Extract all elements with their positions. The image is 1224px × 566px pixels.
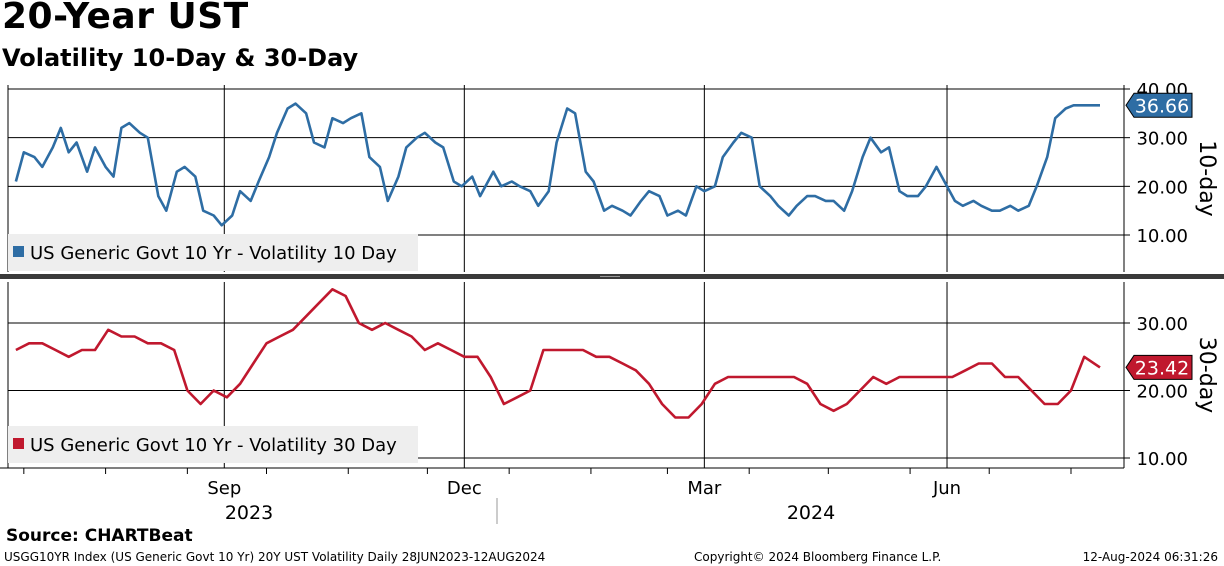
y-tick-label: 30.00 xyxy=(1136,314,1188,335)
x-tick-label: Sep xyxy=(207,478,241,499)
legend-box xyxy=(8,426,418,463)
grid-layer xyxy=(8,85,1124,468)
source-label: Source: CHARTBeat xyxy=(6,526,193,546)
x-year-label: 2023 xyxy=(225,502,273,524)
x-year-label: 2024 xyxy=(787,502,835,524)
chart-title: 20-Year UST xyxy=(2,0,249,37)
y-tick-label: 30.00 xyxy=(1136,129,1188,150)
x-tick-label: Jun xyxy=(932,478,961,499)
legend-label: US Generic Govt 10 Yr - Volatility 30 Da… xyxy=(30,435,397,456)
y-tick-label: 10.00 xyxy=(1136,449,1188,470)
legend: US Generic Govt 10 Yr - Volatility 10 Da… xyxy=(8,234,418,271)
last-value-label: 36.66 xyxy=(1135,95,1189,117)
x-tick-label: Mar xyxy=(687,478,722,499)
last-value-badge xyxy=(1125,92,1193,118)
chart-subtitle: Volatility 10-Day & 30-Day xyxy=(2,44,359,72)
x-tick-label: Dec xyxy=(447,478,482,499)
last-value-flag: 36.66 xyxy=(1125,92,1193,118)
series-line xyxy=(15,287,1101,419)
legend: US Generic Govt 10 Yr - Volatility 30 Da… xyxy=(8,426,418,463)
y-tick-label: 20.00 xyxy=(1136,382,1188,403)
y-axis-title: 10-day xyxy=(1194,140,1219,216)
y-axis-title: 30-day xyxy=(1194,337,1219,413)
ticker-info: USGG10YR Index (US Generic Govt 10 Yr) 2… xyxy=(4,550,546,564)
last-value-label: 23.42 xyxy=(1135,357,1189,379)
series-layer xyxy=(14,102,1101,419)
timestamp-text: 12-Aug-2024 06:31:26 xyxy=(1082,550,1218,564)
y-tick-label: 10.00 xyxy=(1136,226,1188,247)
legend-swatch xyxy=(13,438,24,449)
legend-box xyxy=(8,234,418,271)
legend-swatch xyxy=(13,246,24,257)
last-value-badge xyxy=(1125,354,1193,380)
copyright-text: Copyright© 2024 Bloomberg Finance L.P. xyxy=(694,550,942,564)
legend-label: US Generic Govt 10 Yr - Volatility 10 Da… xyxy=(30,243,397,264)
last-value-flag: 23.42 xyxy=(1125,354,1193,380)
y-tick-label: 20.00 xyxy=(1136,177,1188,198)
series-line xyxy=(14,102,1100,227)
